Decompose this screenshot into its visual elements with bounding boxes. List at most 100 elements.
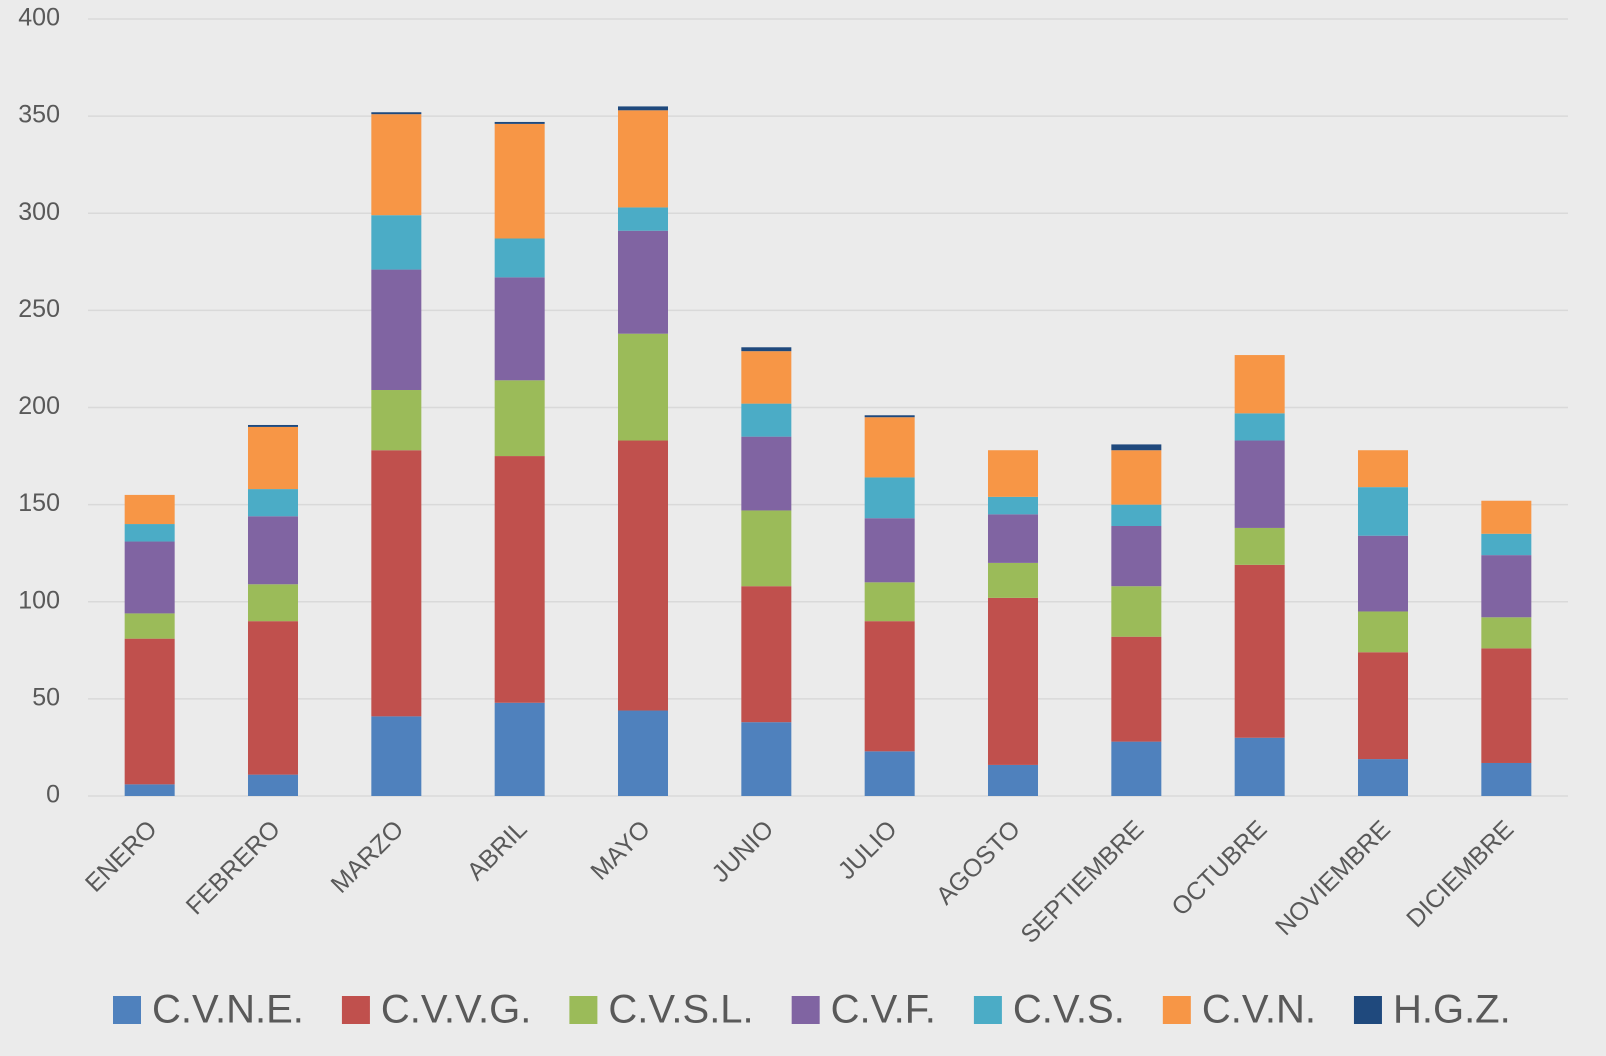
y-tick-label: 400 xyxy=(18,4,60,32)
bar-segment xyxy=(1234,440,1285,528)
bar-segment xyxy=(1358,652,1408,760)
bar-segment xyxy=(124,613,175,639)
bar-segment xyxy=(1481,500,1532,534)
bar-segment xyxy=(618,333,668,441)
bar-segment xyxy=(248,621,298,775)
bar-segment xyxy=(1111,741,1162,796)
bar-segment xyxy=(371,269,422,391)
legend-label: C.V.F. xyxy=(831,988,936,1032)
bar-segment xyxy=(1358,487,1408,536)
legend-label: C.V.S. xyxy=(1013,988,1125,1032)
bar-segment xyxy=(371,112,422,115)
bar-segment xyxy=(988,562,1038,598)
bar-segment xyxy=(1358,759,1408,796)
bar-segment xyxy=(371,716,422,796)
bar-segment xyxy=(1481,617,1532,649)
bar-segment xyxy=(988,514,1038,563)
bar-segment xyxy=(494,380,545,457)
legend-swatch xyxy=(791,996,820,1024)
bar-segment xyxy=(741,403,792,437)
legend-label: C.V.V.G. xyxy=(381,988,531,1032)
legend-swatch xyxy=(1162,996,1191,1024)
legend-swatch xyxy=(569,996,598,1024)
bar-segment xyxy=(1111,450,1162,505)
bar-segment xyxy=(248,774,298,796)
bar-segment xyxy=(248,489,298,517)
bar-segment xyxy=(248,426,298,490)
bar-segment xyxy=(618,440,668,711)
x-tick-label: JUNIO xyxy=(706,815,779,888)
y-tick-label: 200 xyxy=(18,392,60,420)
bar-segment xyxy=(864,477,915,519)
bar-segment xyxy=(988,496,1038,515)
bar-segment xyxy=(741,722,792,796)
bar-segment xyxy=(1111,444,1162,451)
x-tick-label: NOVIEMBRE xyxy=(1270,815,1396,941)
x-tick-label: ENERO xyxy=(80,815,163,898)
bar-segment xyxy=(248,584,298,622)
bar-segment xyxy=(124,524,175,542)
bar-segment xyxy=(494,123,545,239)
bar-segment xyxy=(248,516,298,585)
bar-segment xyxy=(124,784,175,796)
x-tick-label: FEBRERO xyxy=(181,815,286,920)
bar-segment xyxy=(618,110,668,208)
bar-segment xyxy=(988,450,1038,497)
bar-segment xyxy=(741,351,792,404)
bar-segment xyxy=(1358,535,1408,612)
legend-label: C.V.N.E. xyxy=(152,988,304,1032)
x-tick-label: ABRIL xyxy=(462,815,533,886)
bar-segment xyxy=(1111,586,1162,637)
bar-segment xyxy=(988,764,1038,796)
bar-segment xyxy=(864,415,915,418)
legend-swatch xyxy=(1353,996,1382,1024)
bar-segment xyxy=(1234,564,1285,738)
bar-segment xyxy=(494,238,545,278)
bar-segment xyxy=(988,597,1038,765)
bar-segment xyxy=(124,541,175,614)
x-tick-label: AGOSTO xyxy=(931,815,1026,910)
bar-segment xyxy=(864,518,915,583)
legend-swatch xyxy=(973,996,1002,1024)
bar-segment xyxy=(1234,413,1285,441)
legend-label: H.G.Z. xyxy=(1393,988,1511,1032)
x-tick-label: DICIEMBRE xyxy=(1401,815,1519,933)
bar-segment xyxy=(618,207,668,231)
bar-segment xyxy=(1234,355,1285,414)
bar-segment xyxy=(864,417,915,478)
bar-segment xyxy=(494,277,545,381)
bar-segment xyxy=(124,638,175,785)
legend-label: C.V.S.L. xyxy=(608,988,753,1032)
legend-label: C.V.N. xyxy=(1202,988,1316,1032)
bar-segment xyxy=(741,436,792,511)
y-tick-label: 300 xyxy=(18,198,60,226)
y-tick-label: 50 xyxy=(32,683,60,711)
bar-segment xyxy=(248,424,298,427)
bar-segment xyxy=(494,702,545,796)
legend-swatch xyxy=(341,996,370,1024)
y-tick-label: 250 xyxy=(18,295,60,323)
y-tick-label: 0 xyxy=(46,781,60,809)
y-tick-label: 150 xyxy=(18,489,60,517)
y-tick-label: 100 xyxy=(18,586,60,614)
bar-segment xyxy=(1481,555,1532,618)
bar-segment xyxy=(371,450,422,717)
bar-segment xyxy=(864,582,915,622)
bar-segment xyxy=(864,621,915,752)
bar-segment xyxy=(618,710,668,796)
bar-segment xyxy=(494,456,545,703)
bar-segment xyxy=(741,347,792,352)
bar-segment xyxy=(371,215,422,270)
x-tick-label: JULIO xyxy=(833,815,903,885)
bar-segment xyxy=(864,751,915,796)
bar-segment xyxy=(1111,525,1162,587)
bar-segment xyxy=(1111,636,1162,742)
bar-segment xyxy=(1234,737,1285,796)
bar-segment xyxy=(618,230,668,334)
x-tick-label: MAYO xyxy=(585,815,656,886)
x-tick-label: SEPTIEMBRE xyxy=(1015,815,1149,949)
bar-segment xyxy=(1481,762,1532,796)
bar-segment xyxy=(371,390,422,451)
